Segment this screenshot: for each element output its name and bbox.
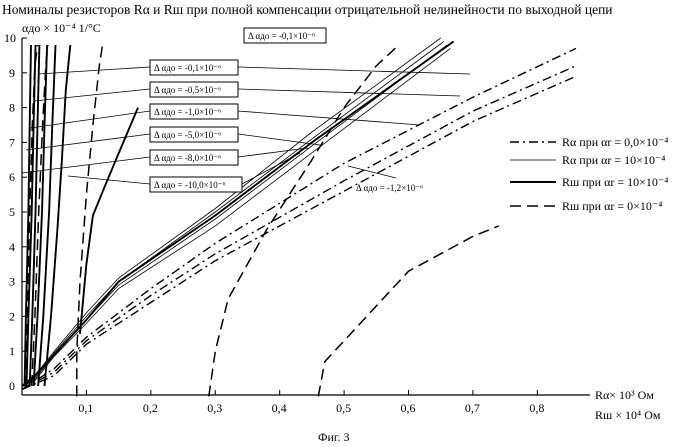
annotation-box-3 xyxy=(149,81,239,98)
legend-label-1: Rα при αr = 0,0×10⁻⁴ xyxy=(562,135,668,149)
legend-label-2: Rα при αr = 10×10⁻⁴ xyxy=(562,153,665,167)
annotation-label-1: Δ αдо = -0,1×10⁻⁶ xyxy=(248,31,315,41)
series-line-11 xyxy=(28,44,41,387)
x-tick-label: 0,5 xyxy=(336,401,351,415)
annotation-leader-3 xyxy=(33,88,151,102)
series-line-16 xyxy=(24,44,39,387)
y-tick-label: 10 xyxy=(4,31,16,45)
series-line-12 xyxy=(32,44,49,387)
annotation-leader-2 xyxy=(237,66,471,75)
y-ticks: 0 1 2 3 4 5 6 7 8 9 10 xyxy=(4,31,27,393)
series-line-20 xyxy=(317,225,499,397)
y-tick-label: 1 xyxy=(9,344,15,358)
chart-title: Номиналы резисторов Rα и Rш при полной к… xyxy=(2,2,613,17)
x-ticks: 0,1 0,2 0,3 0,4 0,5 0,6 0,7 0,8 xyxy=(21,390,544,415)
series-line-4 xyxy=(21,48,451,387)
annotation-leader-7 xyxy=(67,175,151,185)
annotation-label-3: Δ αдо = -0,5×10⁻⁶ xyxy=(154,85,221,95)
annotation-box-4 xyxy=(149,103,239,120)
x-axis-label-line1: Rα× 10³ Ом xyxy=(595,388,654,402)
annotation-leader-2 xyxy=(37,66,151,75)
annotation-label-2: Δ αдо = -0,1×10⁻⁶ xyxy=(154,63,221,73)
series-line-19 xyxy=(208,44,400,397)
series-line-17 xyxy=(30,44,49,387)
y-tick-label: 0 xyxy=(9,379,15,393)
series-line-6 xyxy=(21,47,577,391)
series-line-14 xyxy=(43,44,72,387)
annotation-label-4: Δ αдо = -1,0×10⁻⁶ xyxy=(154,107,221,117)
series-line-5 xyxy=(21,40,455,387)
annotation-leader-3 xyxy=(237,88,461,97)
y-tick-label: 3 xyxy=(9,275,15,289)
annotation-leader-4 xyxy=(237,110,421,126)
y-tick-label: 9 xyxy=(9,66,15,80)
annotation-leader-5 xyxy=(237,133,321,146)
y-tick-label: 5 xyxy=(9,205,15,219)
annotation-label-5: Δ αдо = -5,0×10⁻⁶ xyxy=(154,130,221,140)
annotation-box-1 xyxy=(243,27,327,44)
axes xyxy=(21,38,590,396)
legend-label-3: Rш при αr = 10×10⁻⁴ xyxy=(562,175,668,189)
series-line-10 xyxy=(25,44,37,387)
series-group xyxy=(21,37,577,397)
x-tick-label: 0,6 xyxy=(401,401,416,415)
annotation-label-6: Δ αдо = -8,0×10⁻⁶ xyxy=(154,153,221,163)
x-tick-label: 0,4 xyxy=(272,401,287,415)
annotation-leader-8 xyxy=(347,165,397,179)
annotation-box-7 xyxy=(149,176,243,193)
annotation-label-7: Δ αдо = -10,0×10⁻⁶ xyxy=(154,180,226,190)
series-line-18 xyxy=(76,44,104,397)
y-tick-label: 8 xyxy=(9,101,15,115)
annotation-leader-7 xyxy=(241,152,301,185)
series-line-13 xyxy=(37,44,57,387)
annotation-leader-5 xyxy=(25,133,151,151)
annotation-box-5 xyxy=(149,126,239,143)
x-tick-label: 0,3 xyxy=(207,401,222,415)
x-tick-label: 0,7 xyxy=(465,401,480,415)
x-tick-label: 0,1 xyxy=(78,401,93,415)
figure-caption: Фиг. 3 xyxy=(318,430,349,444)
series-line-8 xyxy=(21,75,577,391)
series-line-15 xyxy=(79,107,139,334)
y-tick-label: 4 xyxy=(9,240,15,254)
x-tick-label: 0,8 xyxy=(529,401,544,415)
x-axis-label-line2: Rш × 10⁴ Ом xyxy=(595,408,661,422)
y-tick-label: 2 xyxy=(9,309,15,323)
annotation-leader-6 xyxy=(21,156,151,174)
annotation-box-6 xyxy=(149,149,239,166)
annotation-leader-4 xyxy=(29,110,151,129)
series-line-9 xyxy=(23,44,32,387)
y-tick-label: 6 xyxy=(9,170,15,184)
annotations: Δ αдо = -0,1×10⁻⁶ Δ αдо = -0,1×10⁻⁶ Δ αдо … xyxy=(149,27,423,193)
annotation-label-8: Δ αдо = -1,2×10⁻⁶ xyxy=(356,183,423,193)
annotation-box-2 xyxy=(149,59,239,76)
y-axis-label: αдо × 10⁻⁴ 1/°С xyxy=(22,21,101,35)
legend-label-4: Rш при αr = 0×10⁻⁴ xyxy=(562,199,662,213)
series-line-7 xyxy=(21,65,577,391)
x-tick-label: 0,2 xyxy=(143,401,158,415)
y-tick-label: 7 xyxy=(9,135,15,149)
annotation-leaders xyxy=(21,66,471,185)
annotation-leader-6 xyxy=(237,147,309,158)
legend: Rα при αr = 0,0×10⁻⁴ Rα при αr = 10×10⁻⁴ R… xyxy=(510,135,668,213)
